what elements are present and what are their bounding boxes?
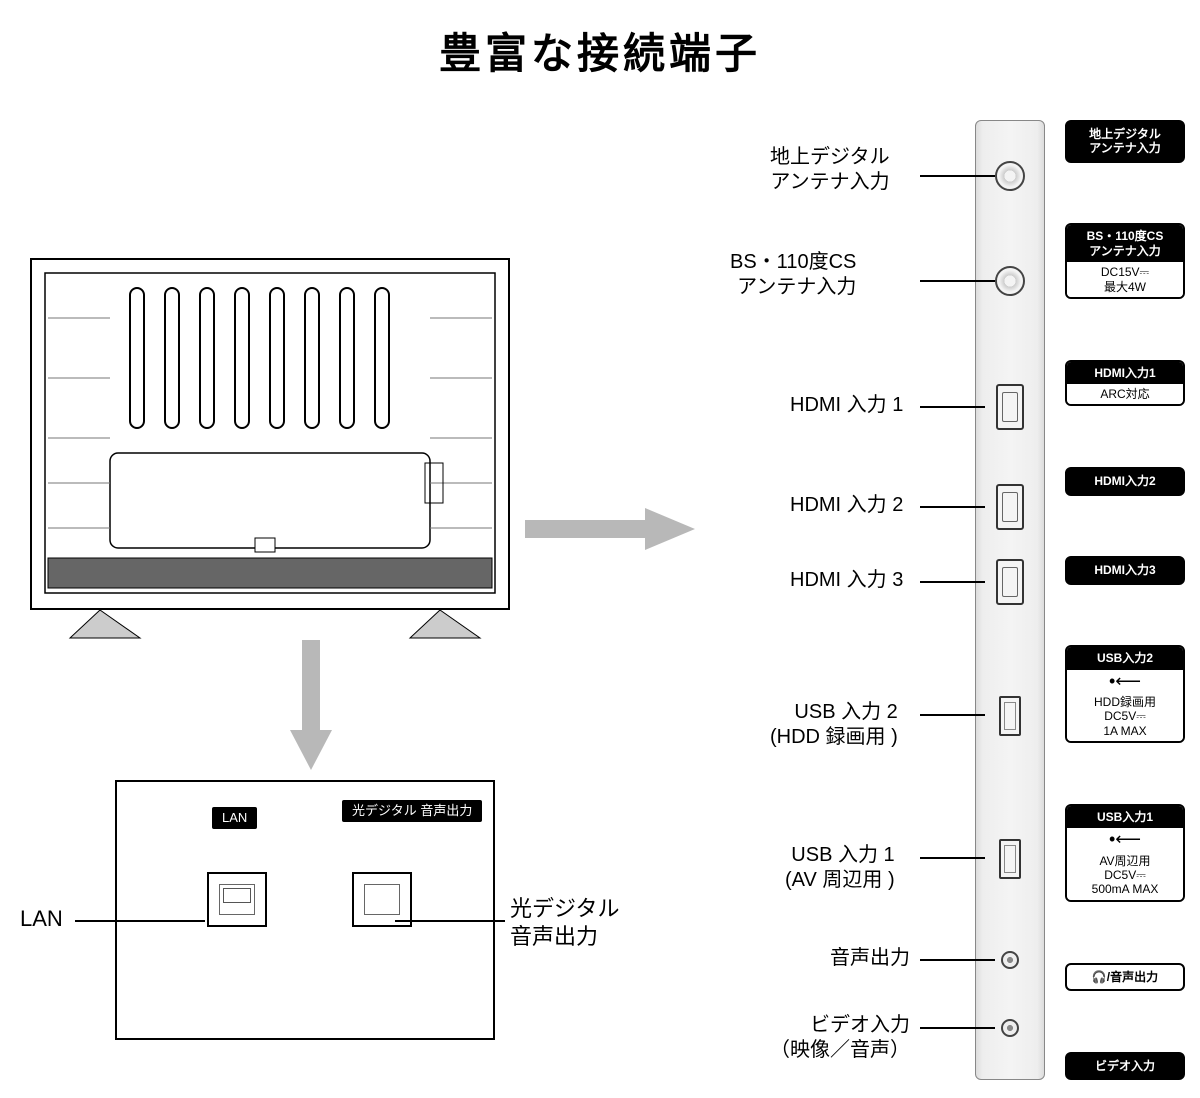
label-usb1: USB 入力 1 (AV 周辺用 ) [785, 843, 895, 893]
optical-port-icon [352, 872, 412, 927]
icon-i-video: ビデオ入力 [1065, 1052, 1185, 1080]
icon-i-hdmi2: HDMI入力2 [1065, 467, 1185, 495]
leader-usb1 [920, 857, 985, 859]
bottom-port-panel: LAN 光デジタル 音声出力 [115, 780, 495, 1040]
icon-column: 地上デジタル アンテナ入力 BS・110度CS アンテナ入力DC15V⎓ 最大4W… [1065, 120, 1185, 1080]
port-hdmi1 [996, 384, 1024, 430]
leader-hdmi1 [920, 406, 985, 408]
icon-i-bs: BS・110度CS アンテナ入力DC15V⎓ 最大4W [1065, 223, 1185, 299]
opt-label: 光デジタル 音声出力 [510, 895, 620, 950]
port-audio-out [1001, 951, 1019, 969]
port-usb2 [999, 696, 1021, 736]
icon-i-hdmi1: HDMI入力1ARC対応 [1065, 360, 1185, 407]
label-ant-bs: BS・110度CS アンテナ入力 [730, 250, 856, 300]
lan-port-icon [207, 872, 267, 927]
port-usb1 [999, 839, 1021, 879]
icon-i-usb1: USB入力1•⟵AV周辺用 DC5V⎓ 500mA MAX [1065, 804, 1185, 902]
label-video-in: ビデオ入力 （映像／音声） [770, 1013, 910, 1063]
arrow-down-icon [290, 640, 332, 770]
port-ant-bs [995, 266, 1025, 296]
lan-leader [75, 920, 205, 922]
label-hdmi2: HDMI 入力 2 [790, 493, 903, 518]
side-port-strip [975, 120, 1045, 1080]
opt-leader [395, 920, 505, 922]
label-ant-digital: 地上デジタル アンテナ入力 [770, 145, 890, 195]
label-usb2: USB 入力 2 (HDD 録画用 ) [770, 700, 898, 750]
leader-audio-out [920, 959, 995, 961]
port-video-in [1001, 1019, 1019, 1037]
opt-badge: 光デジタル 音声出力 [342, 800, 482, 822]
icon-i-ant: 地上デジタル アンテナ入力 [1065, 120, 1185, 163]
icon-i-usb2: USB入力2•⟵HDD録画用 DC5V⎓ 1A MAX [1065, 645, 1185, 743]
port-hdmi3 [996, 559, 1024, 605]
port-ant-digital [995, 161, 1025, 191]
tv-back-illustration [30, 258, 510, 658]
label-audio-out: 音声出力 [830, 946, 910, 971]
lan-label: LAN [20, 905, 63, 933]
page-title: 豊富な接続端子 [0, 20, 1200, 81]
label-hdmi1: HDMI 入力 1 [790, 393, 903, 418]
icon-i-hdmi3: HDMI入力3 [1065, 556, 1185, 584]
lan-badge: LAN [212, 807, 257, 829]
leader-video-in [920, 1027, 995, 1029]
leader-ant-digital [920, 175, 995, 177]
port-hdmi2 [996, 484, 1024, 530]
icon-i-audio: 🎧/音声出力 [1065, 963, 1185, 991]
label-hdmi3: HDMI 入力 3 [790, 568, 903, 593]
leader-hdmi2 [920, 506, 985, 508]
leader-hdmi3 [920, 581, 985, 583]
arrow-right-icon [525, 508, 695, 550]
leader-usb2 [920, 714, 985, 716]
leader-ant-bs [920, 280, 995, 282]
